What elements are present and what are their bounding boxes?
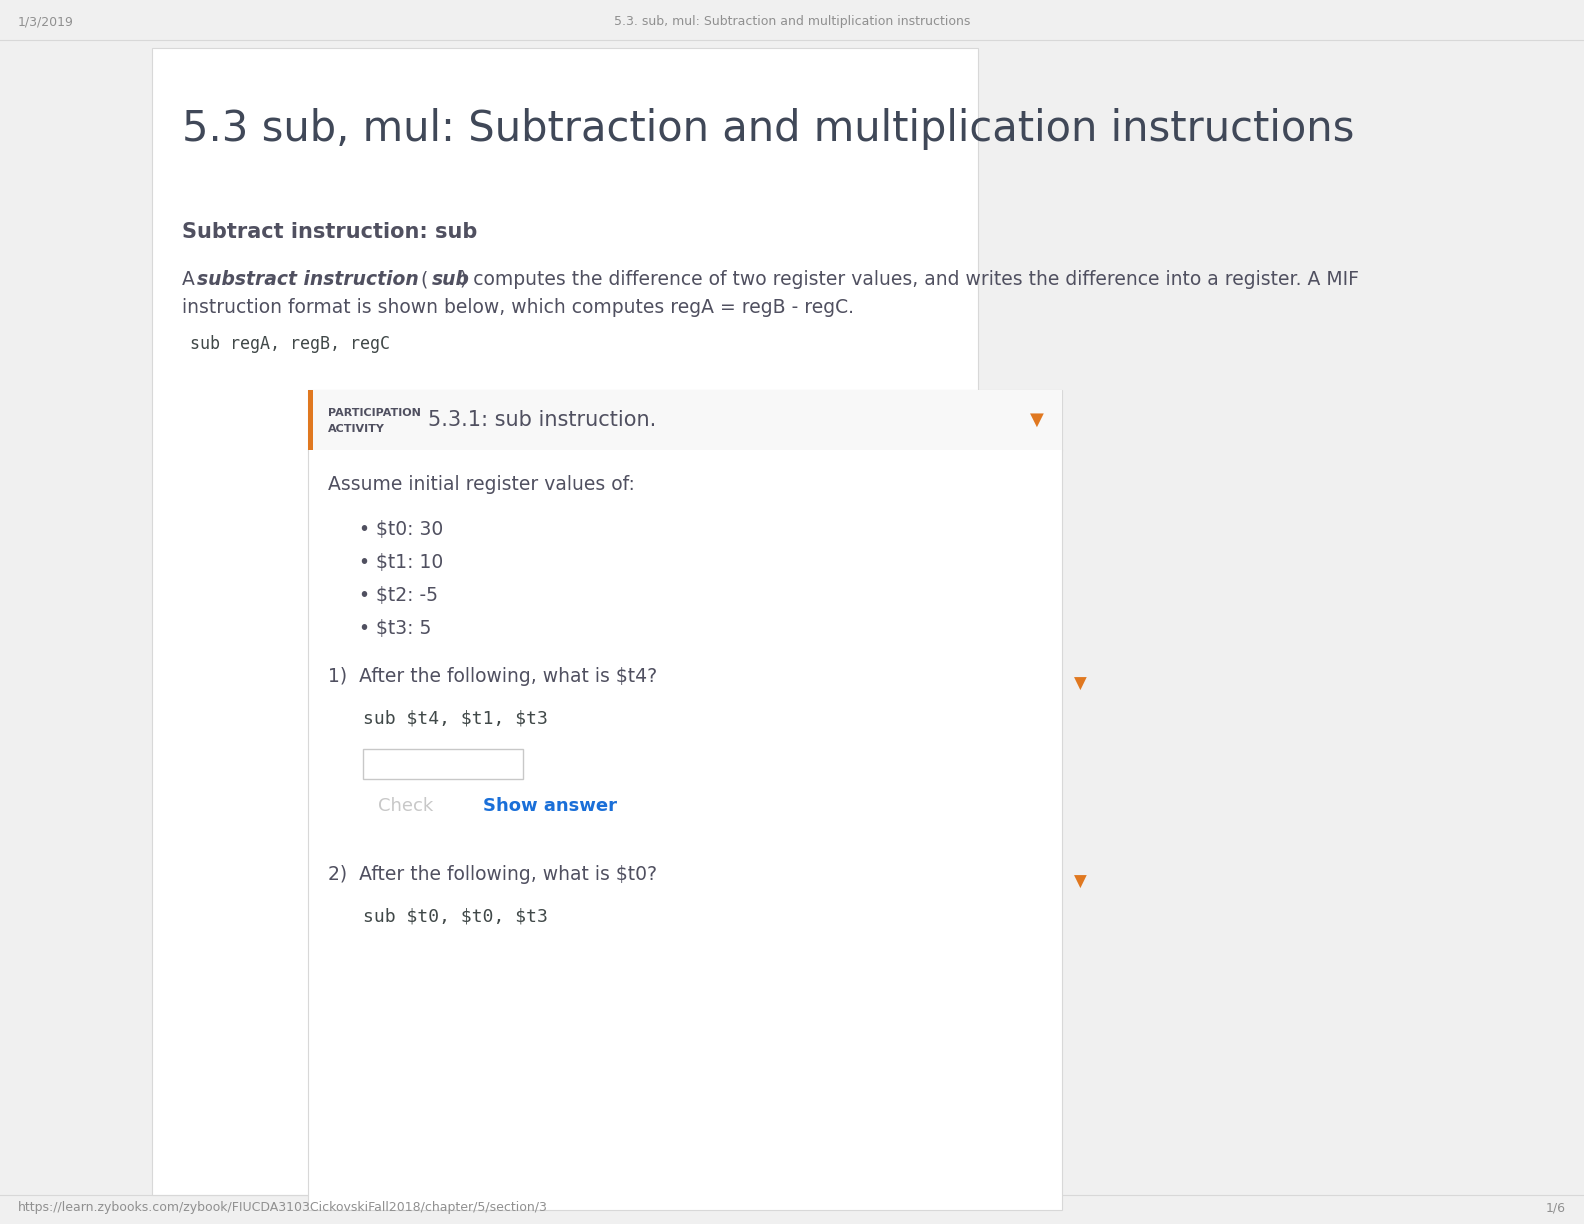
- Text: $t0: 30: $t0: 30: [375, 520, 444, 539]
- Text: ▼: ▼: [1030, 411, 1044, 428]
- Text: ) computes the difference of two register values, and writes the difference into: ) computes the difference of two registe…: [459, 271, 1359, 289]
- Text: 5.3.1: sub instruction.: 5.3.1: sub instruction.: [428, 410, 656, 430]
- Text: ▼: ▼: [1074, 873, 1087, 891]
- Text: sub: sub: [432, 271, 470, 289]
- Text: 1/3/2019: 1/3/2019: [17, 16, 74, 28]
- Text: sub $t0, $t0, $t3: sub $t0, $t0, $t3: [363, 907, 548, 925]
- Text: https://learn.zybooks.com/zybook/FIUCDA3103CickovskiFall2018/chapter/5/section/3: https://learn.zybooks.com/zybook/FIUCDA3…: [17, 1202, 548, 1214]
- Text: $t3: 5: $t3: 5: [375, 619, 431, 638]
- Text: 1/6: 1/6: [1546, 1202, 1567, 1214]
- Text: 5.3. sub, mul: Subtraction and multiplication instructions: 5.3. sub, mul: Subtraction and multiplic…: [615, 16, 969, 28]
- Bar: [307, 390, 1061, 450]
- Text: $t1: 10: $t1: 10: [375, 553, 444, 572]
- Text: •: •: [358, 553, 369, 572]
- Text: Subtract instruction: sub: Subtract instruction: sub: [182, 222, 477, 242]
- Text: instruction format is shown below, which computes regA = regB - regC.: instruction format is shown below, which…: [182, 297, 854, 317]
- Text: •: •: [358, 586, 369, 605]
- Text: Check: Check: [379, 797, 434, 815]
- Text: ▼: ▼: [1074, 674, 1087, 693]
- Text: substract instruction: substract instruction: [196, 271, 418, 289]
- Bar: [363, 749, 523, 778]
- Text: •: •: [358, 520, 369, 539]
- Text: A: A: [182, 271, 201, 289]
- Text: sub regA, regB, regC: sub regA, regB, regC: [190, 335, 390, 353]
- Bar: [307, 390, 1061, 1211]
- Bar: [307, 390, 314, 450]
- Text: sub $t4, $t1, $t3: sub $t4, $t1, $t3: [363, 709, 548, 727]
- Text: Show answer: Show answer: [483, 797, 618, 815]
- Text: 1)  After the following, what is $t4?: 1) After the following, what is $t4?: [328, 667, 657, 685]
- Text: Assume initial register values of:: Assume initial register values of:: [328, 475, 635, 494]
- Text: $t2: -5: $t2: -5: [375, 586, 439, 605]
- Text: PARTICIPATION: PARTICIPATION: [328, 408, 421, 419]
- Text: •: •: [358, 619, 369, 638]
- Text: 5.3 sub, mul: Subtraction and multiplication instructions: 5.3 sub, mul: Subtraction and multiplica…: [182, 108, 1354, 151]
- Text: (: (: [415, 271, 428, 289]
- Text: ACTIVITY: ACTIVITY: [328, 424, 385, 435]
- Text: 2)  After the following, what is $t0?: 2) After the following, what is $t0?: [328, 865, 657, 884]
- Bar: [152, 48, 977, 1195]
